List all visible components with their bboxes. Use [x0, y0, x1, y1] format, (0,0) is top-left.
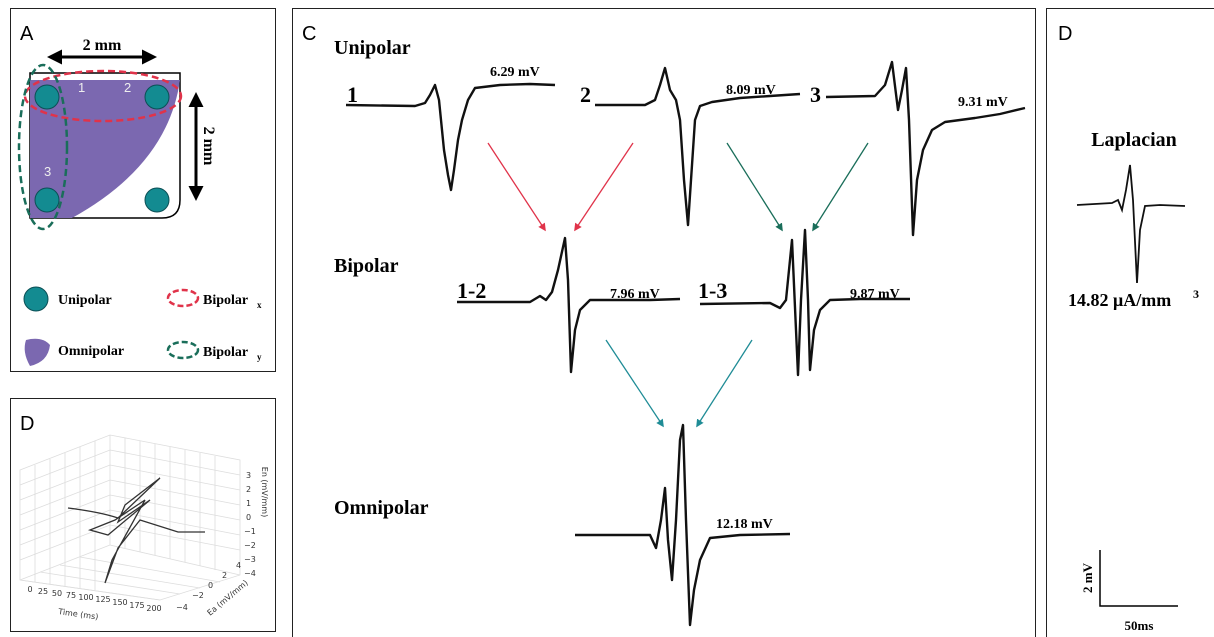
x-tick-label: 75	[66, 591, 76, 600]
x-tick-label: 200	[146, 604, 161, 613]
body: A 2 mm 1 2 3 2 mm Unipolar Bipolar x Omn…	[0, 0, 1214, 637]
arrow	[727, 143, 782, 230]
height-label: 2 mm	[200, 127, 217, 166]
z-tick-label: 3	[246, 471, 251, 480]
unipolar-trace	[826, 62, 1025, 235]
legend-label: Bipolar	[203, 293, 248, 308]
amplitude: 14.82 μA/mm	[1068, 290, 1171, 310]
z-tick-label: 2	[246, 485, 251, 494]
legend-label: Unipolar	[58, 293, 112, 308]
legend-swatch	[168, 290, 198, 306]
trace-name: 1	[347, 82, 358, 107]
legend-label: Omnipolar	[58, 344, 124, 359]
x-tick-label: 100	[78, 593, 93, 602]
row-title: Omnipolar	[334, 497, 429, 519]
legend-subscript: x	[257, 300, 262, 310]
amplitude: 8.09 mV	[726, 83, 776, 98]
width-label: 2 mm	[83, 37, 122, 54]
trace-name: 1-2	[457, 278, 486, 303]
electrode	[145, 85, 169, 109]
arrow	[606, 340, 663, 426]
bipolar-trace	[457, 238, 680, 372]
figure: A 2 mm 1 2 3 2 mm Unipolar Bipolar x Omn…	[0, 0, 1214, 637]
legend-swatch	[25, 339, 50, 366]
laplacian-trace	[1077, 165, 1185, 283]
amplitude: 12.18 mV	[716, 517, 773, 532]
x-tick-label: 175	[129, 601, 144, 610]
z-tick-label: −3	[244, 555, 256, 564]
electrode	[145, 188, 169, 212]
y-tick-label: 2	[222, 571, 227, 580]
panel-label: A	[20, 23, 34, 45]
y-tick-label: −4	[176, 603, 188, 612]
scale-x-label: 50ms	[1125, 618, 1154, 633]
panel-label: D	[20, 413, 34, 435]
x-tick-label: 150	[112, 598, 127, 607]
arrow	[575, 143, 633, 230]
z-tick-label: −1	[244, 527, 256, 536]
amplitude: 9.31 mV	[958, 95, 1008, 110]
x-tick-label: 25	[38, 587, 48, 596]
row-title: Bipolar	[334, 255, 399, 277]
z-axis-label: En (mV/mm)	[260, 467, 269, 517]
legend-swatch	[168, 342, 198, 358]
trace-name: 2	[580, 82, 591, 107]
panel-label: D	[1058, 23, 1072, 45]
electrode-number: 3	[44, 164, 51, 179]
amplitude: 9.87 mV	[850, 287, 900, 302]
electrode	[35, 188, 59, 212]
amplitude: 7.96 mV	[610, 287, 660, 302]
unipolar-trace	[346, 84, 555, 190]
x-axis-label: Time (ms)	[57, 607, 99, 622]
panel-c-frame	[293, 9, 1036, 637]
arrow	[813, 143, 868, 230]
y-tick-label: 4	[236, 561, 241, 570]
legend-subscript: y	[257, 352, 262, 362]
amplitude: 6.29 mV	[490, 65, 540, 80]
x-tick-label: 125	[95, 595, 110, 604]
y-tick-label: −2	[192, 591, 204, 600]
scale-y-label: 2 mV	[1080, 562, 1095, 593]
panel-d-frame	[1047, 9, 1214, 637]
arrow	[488, 143, 545, 230]
z-tick-label: 0	[246, 513, 251, 522]
title: Laplacian	[1091, 129, 1177, 151]
y-tick-label: 0	[208, 581, 213, 590]
legend-swatch	[24, 287, 48, 311]
z-tick-label: 1	[246, 499, 251, 508]
trace-name: 3	[810, 82, 821, 107]
x-tick-label: 0	[27, 585, 32, 594]
legend-label: Bipolar	[203, 345, 248, 360]
electrode	[35, 85, 59, 109]
row-title: Unipolar	[334, 37, 411, 59]
page: Unipolar, bipolar, omnipolar and Laplaci…	[0, 0, 1214, 637]
electrode-number: 1	[78, 80, 85, 95]
arrow	[697, 340, 752, 426]
z-tick-label: −4	[244, 569, 256, 578]
amplitude-superscript: 3	[1193, 287, 1199, 301]
z-tick-label: −2	[244, 541, 256, 550]
electrode-number: 2	[124, 80, 131, 95]
bipolar-trace	[700, 230, 910, 375]
x-tick-label: 50	[52, 589, 62, 598]
scale-bar	[1100, 550, 1178, 606]
panel-label: C	[302, 23, 316, 45]
trace-name: 1-3	[698, 278, 727, 303]
